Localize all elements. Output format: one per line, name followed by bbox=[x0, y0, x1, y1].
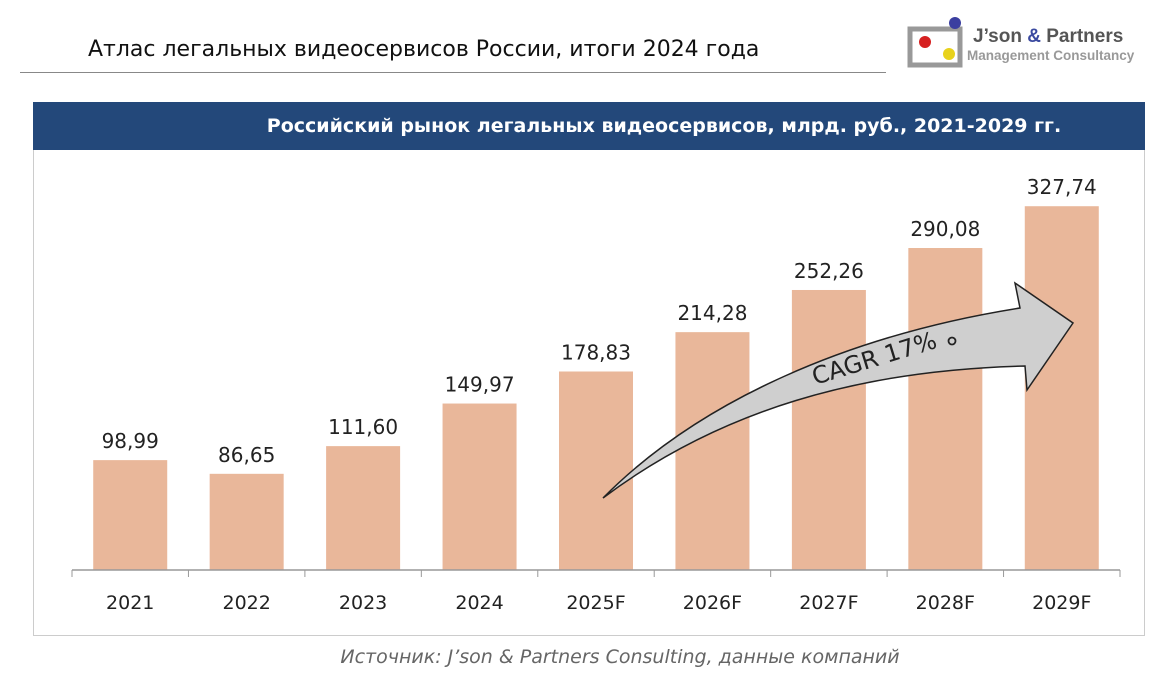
bar-2025F bbox=[559, 371, 633, 570]
chart-title: Российский рынок легальных видеосервисов… bbox=[266, 115, 1062, 137]
bar-2027F bbox=[791, 289, 866, 570]
data-label: 149,97 bbox=[445, 373, 515, 397]
data-label: 252,26 bbox=[794, 259, 864, 283]
bar-2021 bbox=[93, 460, 168, 570]
data-label: 290,08 bbox=[910, 217, 980, 241]
cagr-footnote-marker bbox=[947, 336, 957, 346]
data-label: 214,28 bbox=[677, 301, 747, 325]
svg-text:Management Consultancy: Management Consultancy bbox=[967, 48, 1135, 63]
x-tick-label: 2027F bbox=[799, 592, 858, 614]
x-tick-label: 2025F bbox=[566, 592, 625, 614]
data-label: 327,74 bbox=[1027, 175, 1097, 199]
bar-2023 bbox=[326, 446, 401, 570]
bar-2026F bbox=[675, 332, 750, 570]
page-title: Атлас легальных видеосервисов России, ит… bbox=[88, 37, 760, 62]
bar-2028F bbox=[908, 248, 983, 570]
x-tick-label: 2023 bbox=[339, 592, 387, 614]
x-tick-label: 2024 bbox=[455, 592, 503, 614]
x-tick-label: 2029F bbox=[1032, 592, 1091, 614]
data-label: 98,99 bbox=[102, 429, 159, 453]
bar-2022 bbox=[209, 473, 284, 570]
svg-text:J’son & Partners: J’son & Partners bbox=[973, 26, 1123, 47]
x-tick-label: 2026F bbox=[683, 592, 742, 614]
x-tick-label: 2021 bbox=[106, 592, 154, 614]
company-logo: J’son & Partners Management Consultancy bbox=[905, 12, 1165, 72]
data-label: 178,83 bbox=[561, 340, 631, 364]
source-note: Источник: J’son & Partners Consulting, д… bbox=[340, 646, 900, 668]
title-divider bbox=[20, 72, 886, 73]
data-label: 111,60 bbox=[328, 415, 398, 439]
bar-2029F bbox=[1024, 206, 1099, 570]
bar-2024 bbox=[442, 403, 517, 570]
x-tick-label: 2028F bbox=[916, 592, 975, 614]
data-label: 86,65 bbox=[218, 443, 275, 467]
x-tick-label: 2022 bbox=[222, 592, 270, 614]
chart-title-bar: Российский рынок легальных видеосервисов… bbox=[33, 102, 1145, 150]
